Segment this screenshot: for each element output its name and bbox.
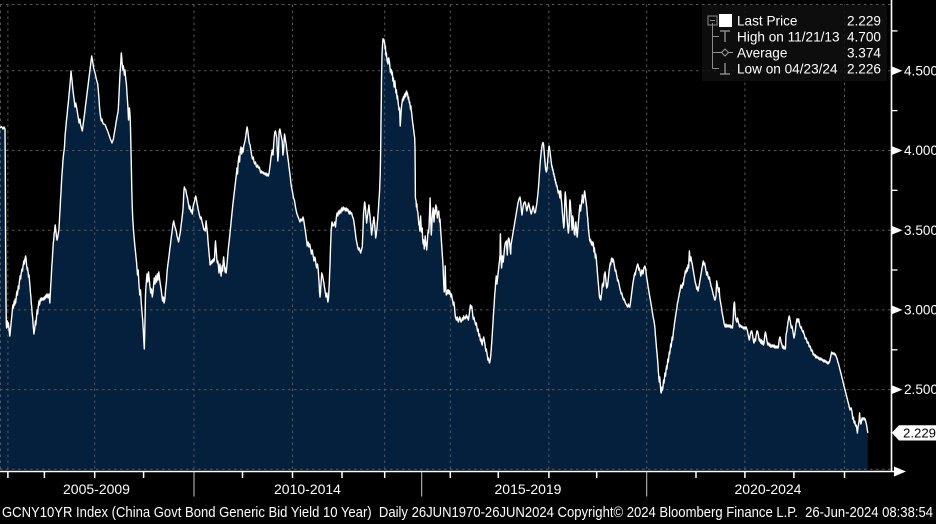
svg-text:2020-2024: 2020-2024: [735, 481, 802, 497]
svg-text:High on 11/21/13: High on 11/21/13: [737, 30, 840, 45]
svg-text:4.500: 4.500: [904, 63, 936, 78]
svg-text:Last Price: Last Price: [737, 14, 797, 29]
svg-text:2.500: 2.500: [904, 382, 936, 397]
svg-text:3.374: 3.374: [847, 46, 881, 61]
svg-text:GCNY10YR Index (China Govt Bon: GCNY10YR Index (China Govt Bond Generic …: [2, 504, 933, 521]
svg-text:Average: Average: [737, 46, 787, 61]
svg-text:2010-2014: 2010-2014: [274, 481, 341, 497]
svg-text:3.000: 3.000: [904, 303, 936, 318]
svg-text:3.500: 3.500: [904, 223, 936, 238]
svg-text:4.700: 4.700: [847, 30, 881, 45]
svg-text:2015-2019: 2015-2019: [495, 481, 562, 497]
svg-text:2.229: 2.229: [903, 426, 936, 441]
svg-text:2005-2009: 2005-2009: [63, 481, 130, 497]
svg-text:4.000: 4.000: [904, 143, 936, 158]
svg-text:2.226: 2.226: [847, 62, 881, 77]
svg-text:Low on 04/23/24: Low on 04/23/24: [737, 62, 838, 77]
svg-text:2.229: 2.229: [847, 14, 881, 29]
